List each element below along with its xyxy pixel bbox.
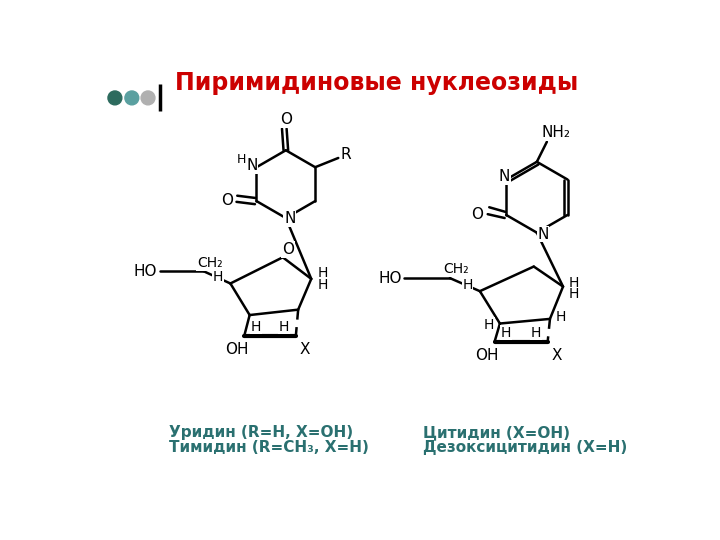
Text: X: X [552, 348, 562, 363]
Text: H: H [501, 326, 511, 340]
Text: Пиримидиновые нуклеозиды: Пиримидиновые нуклеозиды [175, 71, 578, 94]
Text: H: H [556, 310, 566, 325]
Text: H: H [251, 320, 261, 334]
Text: N: N [537, 227, 549, 242]
Text: H: H [318, 266, 328, 280]
Text: O: O [221, 193, 233, 208]
Circle shape [108, 91, 122, 105]
Text: H: H [279, 320, 289, 334]
Text: Цитидин (X=OH): Цитидин (X=OH) [423, 426, 570, 440]
Text: HO: HO [134, 264, 158, 279]
Text: CH₂: CH₂ [444, 262, 469, 276]
Text: OH: OH [225, 342, 248, 357]
Text: H: H [213, 271, 223, 285]
Circle shape [125, 91, 139, 105]
Text: H: H [484, 318, 495, 332]
Text: R: R [341, 147, 351, 161]
Text: CH₂: CH₂ [197, 256, 222, 271]
Circle shape [141, 91, 155, 105]
Text: O: O [471, 207, 483, 222]
Text: Дезоксицитидин (X=H): Дезоксицитидин (X=H) [423, 440, 627, 455]
Text: OH: OH [475, 348, 498, 363]
Text: N: N [499, 169, 510, 184]
Text: Тимидин (R=CH₃, X=H): Тимидин (R=CH₃, X=H) [168, 440, 369, 455]
Text: N: N [246, 158, 258, 173]
Text: O: O [280, 112, 292, 127]
Text: H: H [462, 278, 473, 292]
Text: O: O [282, 242, 294, 257]
Text: Уридин (R=H, X=OH): Уридин (R=H, X=OH) [168, 426, 353, 440]
Text: HO: HO [379, 271, 402, 286]
Text: X: X [300, 342, 310, 357]
Text: N: N [284, 211, 295, 226]
Text: H: H [531, 326, 541, 340]
Text: H: H [569, 287, 579, 301]
Text: H: H [318, 278, 328, 292]
Text: NH₂: NH₂ [541, 125, 571, 140]
Text: H: H [569, 276, 579, 289]
Text: H: H [237, 153, 246, 166]
